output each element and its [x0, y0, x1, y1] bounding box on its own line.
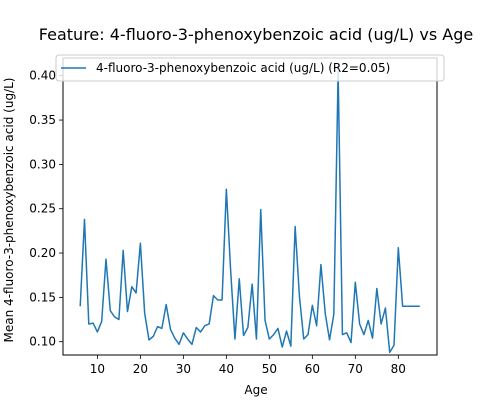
- chart-title: Feature: 4-fluoro-3-phenoxybenzoic acid …: [39, 25, 473, 44]
- y-tick-label: 0.40: [29, 69, 56, 83]
- y-axis-ticks: 0.10 0.15 0.20 0.25 0.30 0.35 0.40: [29, 69, 63, 349]
- legend-entry-label: 4-fluoro-3-phenoxybenzoic acid (ug/L) (R…: [96, 61, 390, 75]
- x-tick-label: 10: [90, 362, 105, 376]
- x-tick-label: 30: [176, 362, 191, 376]
- series-line: [79, 70, 420, 354]
- legend-box: [55, 54, 445, 82]
- x-axis-ticks: 10 20 30 40 50 60 70 80: [90, 355, 406, 376]
- y-axis-label: Mean 4-fluoro-3-phenoxybenzoic acid (ug/…: [2, 78, 16, 343]
- y-tick-label: 0.30: [29, 157, 56, 171]
- x-tick-label: 20: [133, 362, 148, 376]
- series-layer: [79, 70, 420, 354]
- x-tick-label: 80: [391, 362, 406, 376]
- x-tick-label: 50: [262, 362, 277, 376]
- x-tick-label: 70: [348, 362, 363, 376]
- plot-area: 10 20 30 40 50 60 70 80 0.10 0.15 0.20 0.25 0.30 0.3…: [29, 57, 438, 376]
- x-tick-label: 60: [305, 362, 320, 376]
- x-axis-label: Age: [244, 383, 267, 397]
- x-tick-label: 40: [219, 362, 234, 376]
- y-tick-label: 0.10: [29, 335, 56, 349]
- y-tick-label: 0.20: [29, 246, 56, 260]
- y-tick-label: 0.15: [29, 290, 56, 304]
- legend: 4-fluoro-3-phenoxybenzoic acid (ug/L) (R…: [55, 54, 445, 82]
- y-tick-label: 0.25: [29, 202, 56, 216]
- y-tick-label: 0.35: [29, 113, 56, 127]
